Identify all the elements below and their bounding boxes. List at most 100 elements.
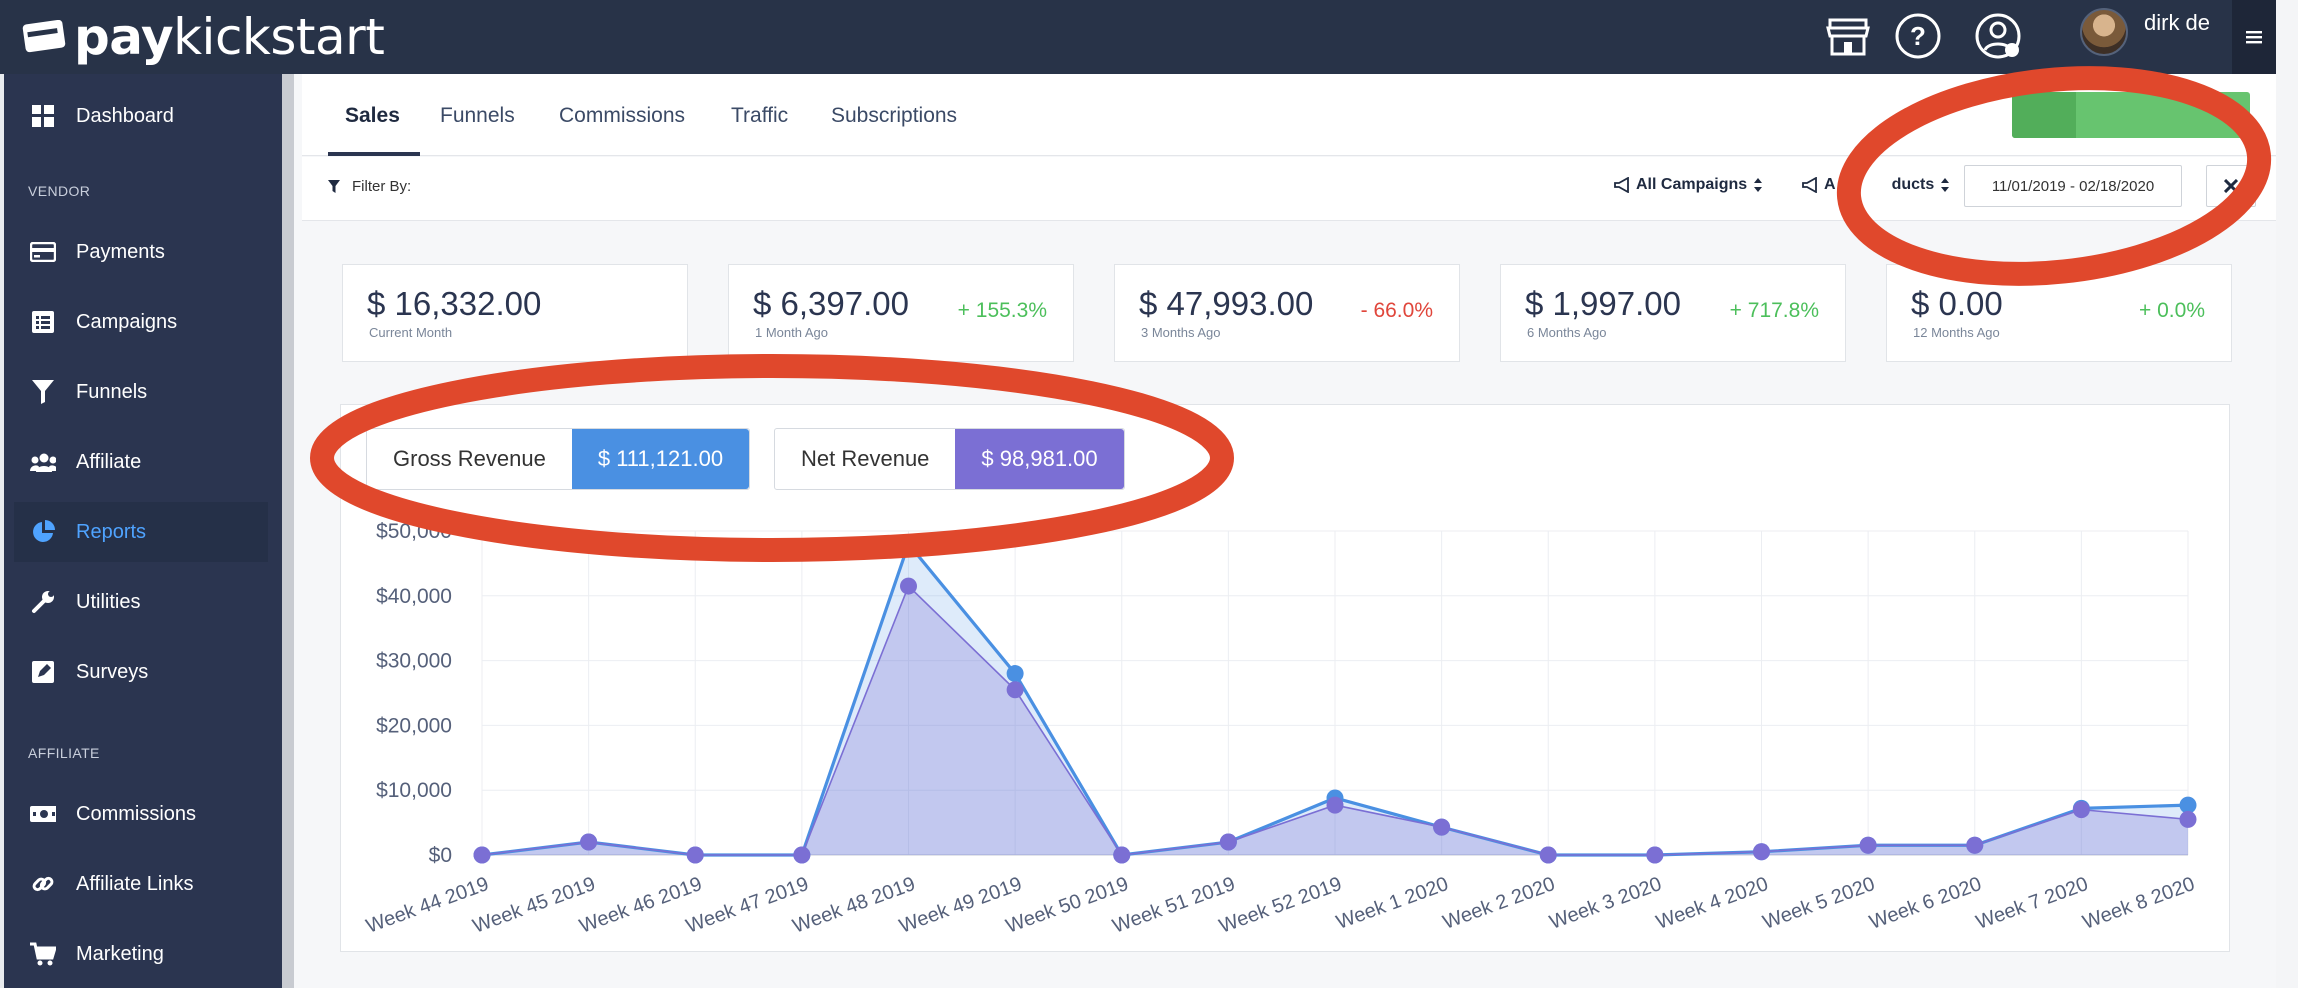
stat-period: 3 Months Ago <box>1141 325 1221 340</box>
user-switch-icon[interactable] <box>1972 10 2024 62</box>
data-point-net <box>1753 843 1770 861</box>
x-axis-tick-label: Week 4 2020 <box>1653 873 1771 934</box>
sidebar-item-label: Marketing <box>76 942 164 965</box>
sidebar-item-dashboard[interactable]: Dashboard <box>14 86 268 146</box>
stat-period: 6 Months Ago <box>1527 325 1607 340</box>
x-axis-tick-label: Week 50 2019 <box>1003 873 1131 938</box>
sidebar-item-payments[interactable]: Payments <box>14 222 268 282</box>
stat-amount: $ 47,993.00 <box>1139 285 1314 322</box>
avatar[interactable] <box>2080 8 2128 56</box>
x-axis-tick-label: Week 48 2019 <box>790 873 918 938</box>
x-axis-tick-label: Week 6 2020 <box>1867 873 1985 934</box>
sidebar-heading-vendor: VENDOR <box>28 183 91 199</box>
sidebar-item-label: Dashboard <box>76 104 174 127</box>
scrollbar[interactable] <box>2276 0 2298 988</box>
sidebar-item-affiliate-links[interactable]: Affiliate Links <box>14 854 268 914</box>
x-axis-tick-label: Week 3 2020 <box>1547 873 1665 934</box>
x-axis-tick-label: Week 47 2019 <box>683 873 811 938</box>
data-point-gross <box>2179 796 2197 814</box>
sidebar-item-surveys[interactable]: Surveys <box>14 642 268 702</box>
data-point-net <box>1966 836 1984 854</box>
logo-text-rest: kickstart <box>173 8 385 66</box>
sidebar-item-reports[interactable]: Reports <box>14 502 268 562</box>
hamburger-icon <box>2246 31 2262 44</box>
data-point-net <box>2179 810 2197 828</box>
x-axis-tick-label: Week 45 2019 <box>470 873 598 938</box>
stat-card-current-month: $ 16,332.00 Current Month <box>342 264 688 362</box>
users-icon <box>30 449 56 475</box>
sidebar-item-campaigns[interactable]: Campaigns <box>14 292 268 352</box>
sidebar-item-label: Funnels <box>76 380 148 403</box>
dashboard-icon <box>30 103 56 129</box>
x-axis-tick-label: Week 44 2019 <box>363 873 491 938</box>
filter-icon <box>328 180 340 193</box>
stat-change: + 0.0% <box>2139 299 2205 322</box>
data-point-net <box>1646 846 1664 864</box>
tab-funnels[interactable]: Funnels <box>440 104 515 127</box>
y-axis-tick-label: $40,000 <box>376 585 452 608</box>
sort-caret-icon <box>1754 178 1763 192</box>
top-navbar: paykickstart ? dirk de <box>0 0 2298 74</box>
data-point-net <box>1219 833 1237 851</box>
data-point-gross <box>1006 665 1024 683</box>
x-axis-tick-label: Week 51 2019 <box>1110 873 1238 938</box>
sidebar-item-funnels[interactable]: Funnels <box>14 362 268 422</box>
sidebar-item-utilities[interactable]: Utilities <box>14 572 268 632</box>
data-point-net <box>580 833 598 851</box>
menu-toggle-button[interactable] <box>2232 0 2276 74</box>
data-point-net <box>1326 796 1344 814</box>
tab-traffic[interactable]: Traffic <box>731 104 789 127</box>
campaigns-dropdown[interactable]: All Campaigns <box>1614 176 1763 194</box>
series-area-net <box>482 586 2188 855</box>
sidebar-item-label: Surveys <box>76 660 149 683</box>
sidebar-item-label: Utilities <box>76 590 141 613</box>
svg-text:?: ? <box>1910 21 1926 51</box>
cart-icon <box>30 941 56 967</box>
data-point-net <box>1433 818 1451 836</box>
series-area-gross <box>482 544 2188 855</box>
data-point-net <box>1859 836 1877 854</box>
x-axis-tick-label: Week 49 2019 <box>896 873 1024 938</box>
storefront-icon[interactable] <box>1822 10 1874 62</box>
link-icon <box>30 871 56 897</box>
active-tab-indicator <box>328 152 420 156</box>
data-point-net <box>900 577 917 595</box>
stat-card-3-months-ago: $ 47,993.00 3 Months Ago - 66.0% <box>1114 264 1460 362</box>
tab-sales[interactable]: Sales <box>345 104 400 127</box>
data-point-gross <box>900 535 917 553</box>
funnel-icon <box>30 379 56 405</box>
stat-change: + 717.8% <box>1729 299 1819 322</box>
tab-subscriptions[interactable]: Subscriptions <box>831 104 958 127</box>
y-axis-tick-label: $20,000 <box>376 714 452 737</box>
wrench-icon <box>30 589 56 615</box>
data-point-net <box>686 846 704 864</box>
stat-card-6-months-ago: $ 1,997.00 6 Months Ago + 717.8% <box>1500 264 1846 362</box>
sidebar-item-marketing[interactable]: Marketing <box>14 924 268 984</box>
credit-card-icon <box>30 239 56 265</box>
sidebar-item-label: Affiliate <box>76 450 142 473</box>
data-point-net <box>1113 846 1131 864</box>
tab-commissions[interactable]: Commissions <box>559 104 686 127</box>
logo[interactable]: paykickstart <box>22 8 385 66</box>
sidebar-item-commissions[interactable]: Commissions <box>14 784 268 844</box>
stat-card-1-month-ago: $ 6,397.00 1 Month Ago + 155.3% <box>728 264 1074 362</box>
data-point-net <box>2072 801 2090 819</box>
y-axis-tick-label: $50,000 <box>376 520 452 543</box>
megaphone-icon <box>1802 177 1817 193</box>
help-icon[interactable]: ? <box>1892 10 1944 62</box>
sidebar-edge <box>282 74 294 988</box>
data-point-net <box>1006 681 1024 699</box>
sidebar-heading-affiliate: AFFILIATE <box>28 745 100 761</box>
x-axis-tick-label: Week 2 2020 <box>1440 873 1558 934</box>
user-name[interactable]: dirk de <box>2144 10 2211 35</box>
stat-amount: $ 6,397.00 <box>753 285 909 322</box>
data-point-net <box>1539 846 1557 864</box>
x-axis-tick-label: Week 46 2019 <box>577 873 705 938</box>
sidebar-item-label: Campaigns <box>76 310 178 333</box>
sidebar-item-affiliate[interactable]: Affiliate <box>14 432 268 492</box>
stat-change: - 66.0% <box>1360 299 1433 322</box>
x-axis-tick-label: Week 52 2019 <box>1216 873 1344 938</box>
money-icon <box>30 801 56 827</box>
sidebar-item-label: Commissions <box>76 802 197 825</box>
y-axis-tick-label: $0 <box>429 844 452 867</box>
